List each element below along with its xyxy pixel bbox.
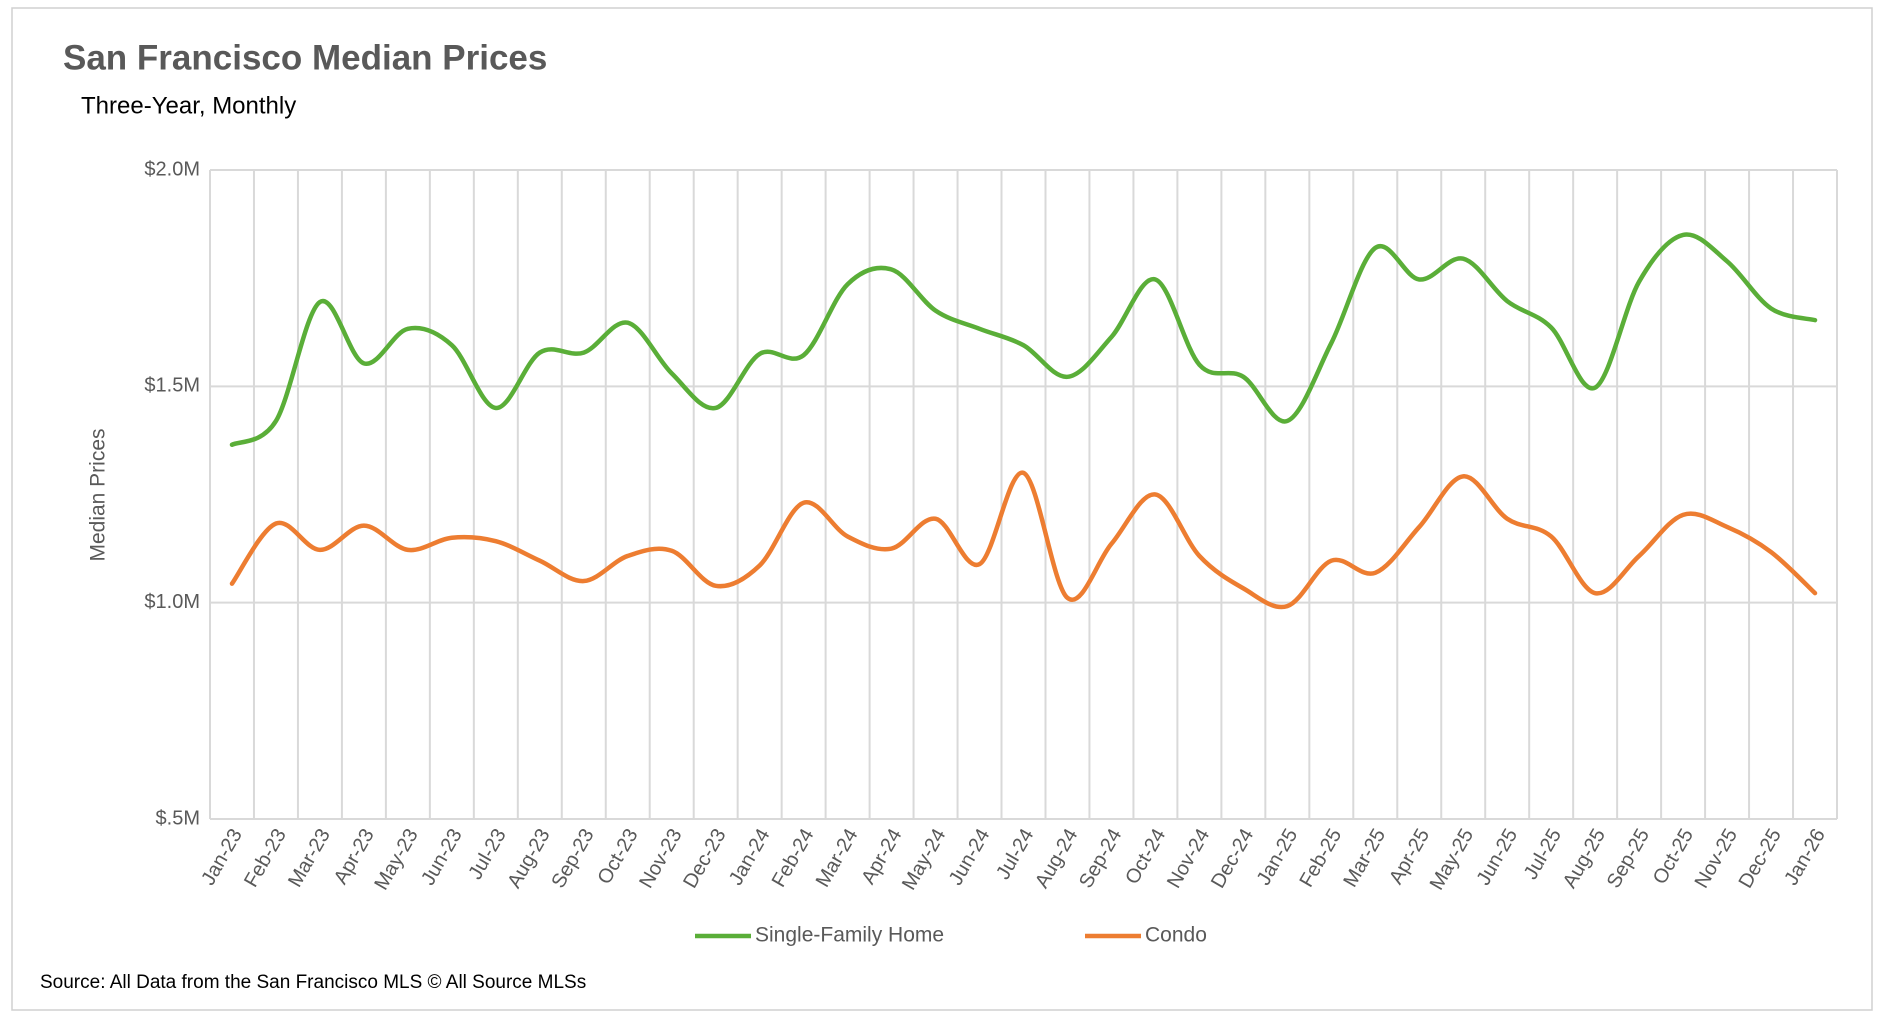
series-line	[229, 470, 1818, 610]
x-tick-label: Jul-25	[1520, 825, 1566, 883]
x-tick-label: Nov-25	[1691, 825, 1742, 892]
x-tick-label: Sep-25	[1603, 825, 1654, 892]
x-tick-label: Sep-23	[547, 825, 598, 892]
x-tick-label: Jun-25	[1472, 825, 1522, 889]
source-note: Source: All Data from the San Francisco …	[40, 972, 586, 993]
x-tick-label: Jun-24	[945, 825, 995, 889]
x-tick-label: Oct-23	[594, 825, 643, 888]
x-tick-label: Aug-25	[1559, 825, 1610, 892]
x-tick-label: May-23	[370, 825, 422, 894]
series-line	[229, 232, 1818, 447]
x-tick-label: Jul-23	[464, 825, 510, 883]
x-tick-label: Feb-23	[240, 825, 291, 891]
chart-subtitle: Three-Year, Monthly	[81, 92, 296, 119]
x-tick-label: Dec-25	[1735, 825, 1786, 892]
x-tick-label: Jun-23	[417, 825, 467, 889]
x-tick-label: Apr-25	[1385, 825, 1434, 888]
x-tick-label: Dec-24	[1207, 825, 1258, 892]
x-tick-label: Dec-23	[679, 825, 730, 892]
x-tick-label: May-25	[1426, 825, 1478, 894]
x-tick-label: Apr-24	[857, 825, 906, 888]
y-tick-label: $2.0M	[144, 158, 200, 180]
chart-title: San Francisco Median Prices	[63, 38, 547, 77]
x-tick-label: Oct-24	[1121, 825, 1170, 888]
x-tick-label: Feb-24	[768, 825, 819, 891]
x-tick-label: Mar-24	[812, 825, 863, 891]
legend-label: Single-Family Home	[755, 924, 944, 947]
x-tick-label: Jul-24	[992, 825, 1038, 883]
x-tick-label: Nov-24	[1163, 825, 1214, 892]
chart-border	[11, 7, 1873, 1011]
x-tick-label: Nov-23	[635, 825, 686, 892]
y-tick-label: $.5M	[156, 807, 200, 829]
x-tick-label: Oct-25	[1649, 825, 1698, 888]
x-tick-label: Aug-24	[1031, 825, 1082, 892]
x-tick-label: Apr-23	[330, 825, 379, 888]
x-tick-label: Sep-24	[1075, 825, 1126, 892]
x-tick-label: Jan-26	[1780, 825, 1830, 889]
x-tick-label: May-24	[898, 825, 950, 894]
y-axis-title: Median Prices	[87, 428, 110, 561]
y-tick-label: $1.5M	[144, 375, 200, 397]
y-tick-label: $1.0M	[144, 591, 200, 613]
x-tick-label: Mar-25	[1339, 825, 1390, 891]
x-tick-label: Feb-25	[1295, 825, 1346, 891]
x-tick-label: Aug-23	[503, 825, 554, 892]
legend-label: Condo	[1145, 924, 1207, 947]
x-tick-label: Mar-23	[284, 825, 335, 891]
